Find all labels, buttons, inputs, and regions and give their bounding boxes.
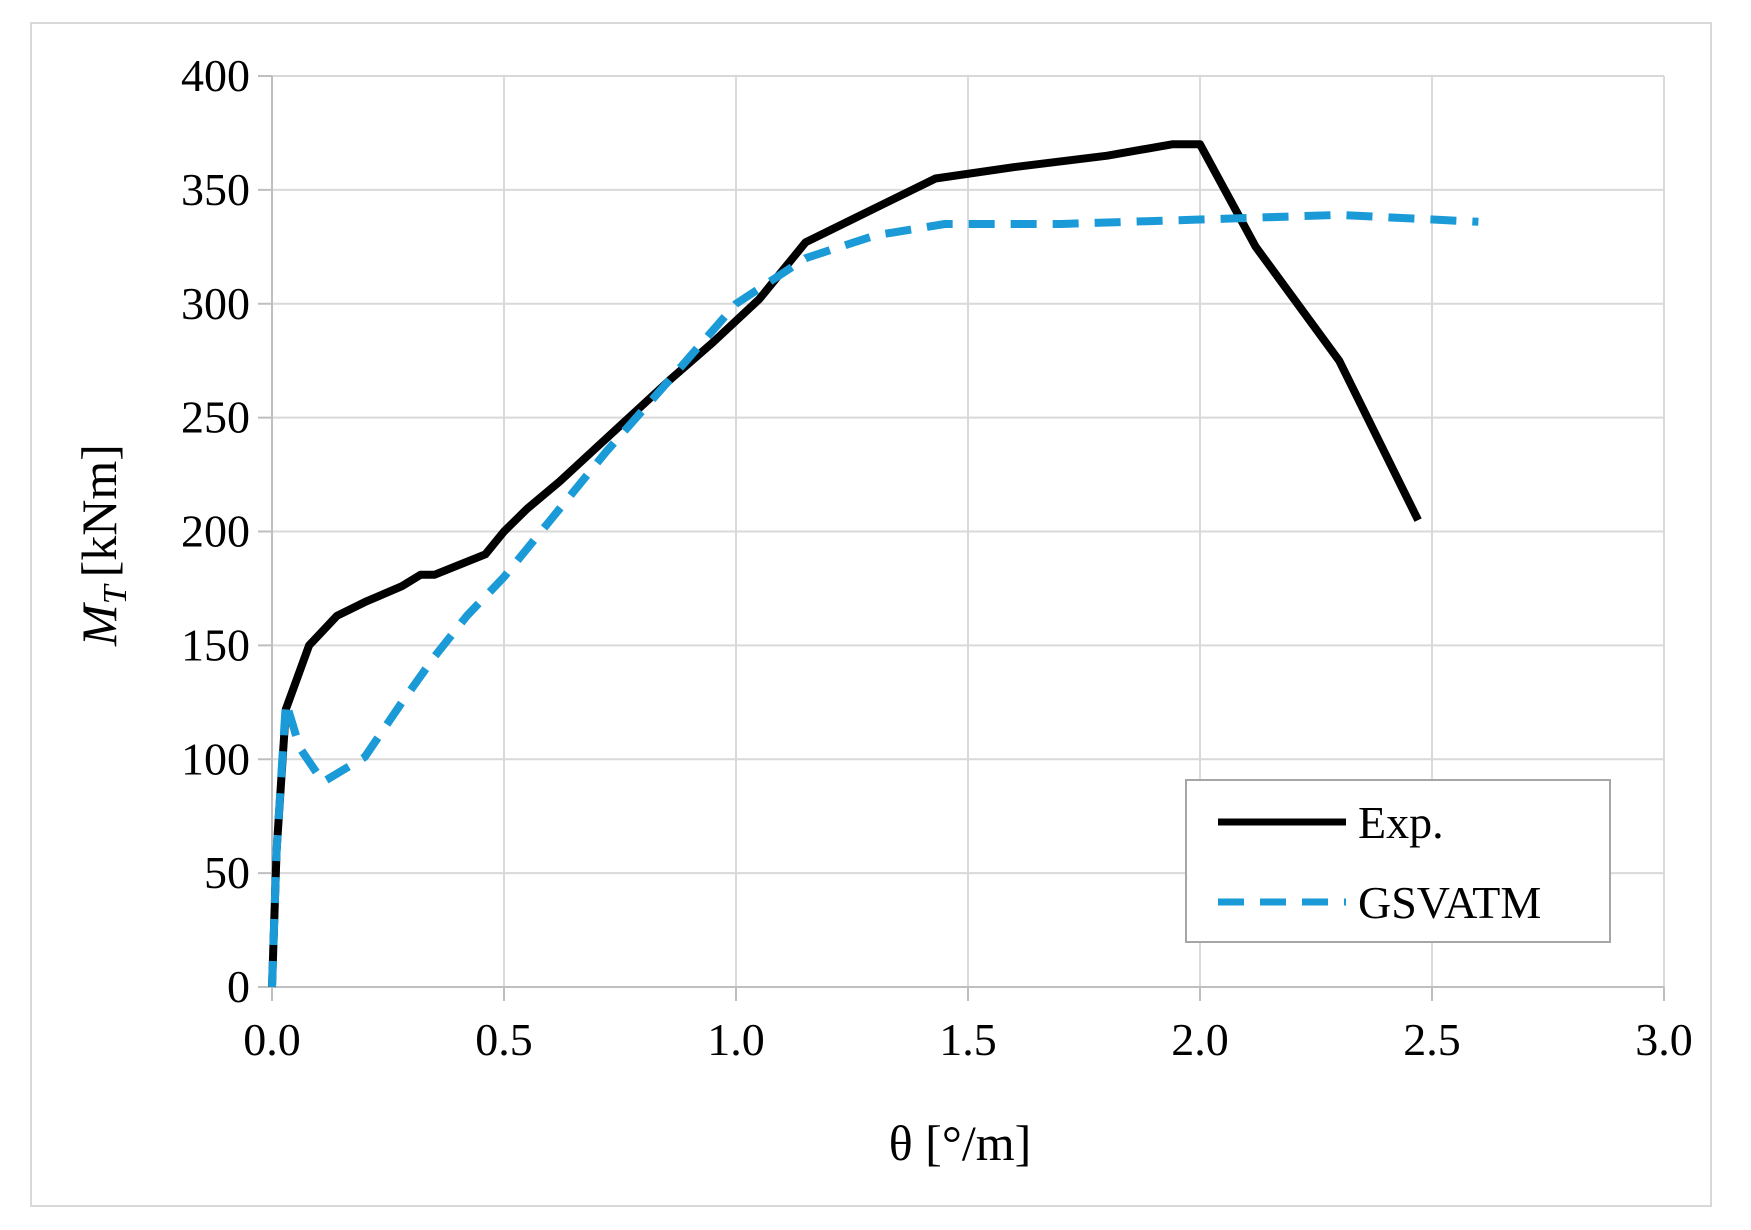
y-tick-label: 400: [181, 50, 250, 101]
x-axis-title: θ [°/m]: [889, 1115, 1032, 1171]
legend-label-gsvatm: GSVATM: [1358, 877, 1541, 928]
legend-box: [1185, 779, 1611, 943]
y-axis-title-main: M: [71, 602, 127, 647]
y-tick-label: 350: [181, 164, 250, 215]
x-tick-label: 2.5: [1403, 1014, 1461, 1065]
y-axis-title-sub: T: [97, 583, 134, 604]
legend-label-exp: Exp.: [1358, 797, 1444, 848]
y-tick-label: 50: [204, 847, 250, 898]
axes: [258, 75, 1665, 1001]
y-tick-label: 100: [181, 733, 250, 784]
series-line-exp: [268, 140, 1422, 988]
y-tick-label: 200: [181, 506, 250, 557]
y-tick-label: 250: [181, 392, 250, 443]
y-axis-title: MT [kNm]: [71, 444, 134, 647]
y-tick-label: 0: [227, 961, 250, 1012]
y-axis-title-unit: [kNm]: [71, 444, 127, 577]
series-line-gsvatm: [268, 210, 1479, 988]
y-tick-label: 300: [181, 278, 250, 329]
x-tick-label: 3.0: [1635, 1014, 1693, 1065]
x-tick-labels: 0.0 0.5 1.0 1.5 2.0 2.5 3.0: [243, 1014, 1693, 1065]
series-layer: [268, 140, 1479, 988]
y-tick-label: 150: [181, 619, 250, 670]
svg-text:MT[kNm]: MT [kNm]: [71, 444, 134, 647]
legend: Exp. GSVATM: [1185, 779, 1611, 943]
y-tick-labels: 0 50 100 150 200 250 300 350 400: [181, 50, 250, 1012]
x-tick-label: 0.0: [243, 1014, 301, 1065]
x-tick-label: 1.5: [939, 1014, 997, 1065]
x-tick-label: 2.0: [1171, 1014, 1229, 1065]
x-tick-label: 1.0: [707, 1014, 765, 1065]
x-tick-label: 0.5: [475, 1014, 533, 1065]
